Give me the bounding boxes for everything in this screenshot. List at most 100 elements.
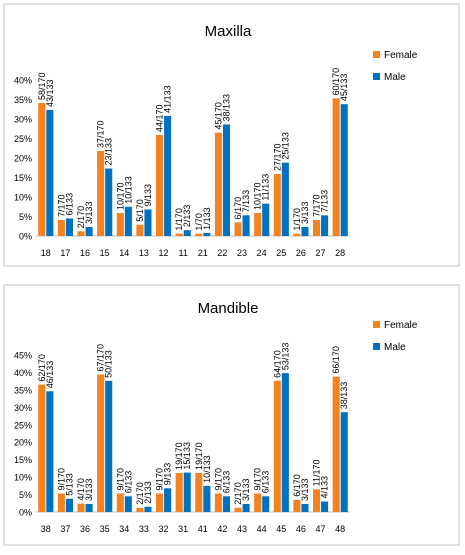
- maxilla-bar-male: [301, 227, 309, 236]
- mandible-data-label-female: 11/170: [312, 459, 322, 486]
- mandible-bar-male: [144, 506, 152, 512]
- mandible-bar-male: [183, 472, 191, 512]
- mandible-legend-swatch-male: [373, 343, 380, 350]
- mandible-ytick-label: 45%: [14, 351, 32, 361]
- maxilla-category-label: 22: [217, 248, 227, 258]
- mandible-data-label-female: 4/170: [76, 478, 86, 501]
- maxilla-category-label: 27: [316, 248, 326, 258]
- maxilla-data-label-male: 7/133: [241, 190, 251, 213]
- mandible-bar-male: [46, 391, 54, 512]
- maxilla-bar-female: [254, 212, 262, 236]
- maxilla-data-label-male: 45/133: [339, 74, 349, 102]
- maxilla-ytick-label: 15%: [14, 173, 32, 183]
- mandible-data-label-female: 9/170: [213, 468, 223, 491]
- mandible-category-label: 47: [316, 524, 326, 534]
- mandible-bar-male: [321, 501, 329, 512]
- maxilla-data-label-female: 45/170: [213, 102, 223, 130]
- mandible-category-label: 33: [139, 524, 149, 534]
- mandible-category-label: 44: [257, 524, 267, 534]
- mandible-bar-male: [203, 485, 211, 512]
- maxilla-legend-label-male: Male: [384, 72, 406, 83]
- maxilla-data-label-male: 38/133: [221, 94, 231, 122]
- mandible-plot-area: 0% 5% 10% 15% 20% 25% 30% 35% 40% 45% 38 62/17046/1…: [14, 320, 418, 534]
- maxilla-ytick-label: 25%: [14, 134, 32, 144]
- maxilla-bar-male: [262, 203, 270, 236]
- maxilla-legend-swatch-male: [373, 73, 380, 80]
- maxilla-bar-female: [293, 233, 301, 236]
- mandible-bar-male: [301, 503, 309, 512]
- maxilla-category-label: 15: [100, 248, 110, 258]
- mandible-ytick-label: 10%: [14, 473, 32, 483]
- mandible-data-label-female: 6/170: [292, 474, 302, 497]
- maxilla-data-label-female: 1/170: [292, 208, 302, 231]
- mandible-data-label-male: 3/133: [84, 478, 94, 501]
- maxilla-bar-female: [97, 150, 105, 236]
- maxilla-bar-male: [183, 230, 191, 236]
- maxilla-chart-title: Maxilla: [205, 23, 252, 40]
- mandible-bar-female: [136, 507, 144, 512]
- maxilla-data-label-female: 5/170: [135, 199, 145, 222]
- maxilla-data-label-male: 3/133: [84, 201, 94, 224]
- maxilla-bar-male: [222, 124, 231, 236]
- maxilla-data-label-female: 1/170: [174, 208, 184, 231]
- maxilla-category-label: 13: [139, 248, 149, 258]
- maxilla-bar-male: [144, 209, 152, 236]
- mandible-ytick-label: 30%: [14, 403, 32, 413]
- mandible-bar-female: [234, 507, 242, 512]
- mandible-data-label-male: 5/133: [64, 473, 74, 496]
- mandible-data-label-male: 6/133: [123, 471, 133, 494]
- mandible-category-label: 32: [159, 524, 169, 534]
- mandible-ytick-label: 40%: [14, 368, 32, 378]
- maxilla-data-label-female: 37/170: [96, 120, 106, 148]
- maxilla-ytick-label: 10%: [14, 193, 32, 203]
- maxilla-bar-female: [195, 233, 203, 236]
- maxilla-data-label-female: 7/170: [56, 194, 66, 217]
- mandible-ytick-label: 0%: [19, 508, 32, 518]
- maxilla-data-label-female: 60/170: [331, 68, 341, 96]
- mandible-data-label-female: 9/170: [155, 468, 165, 491]
- maxilla-bar-female: [332, 98, 340, 236]
- mandible-data-label-female: 64/170: [272, 350, 282, 378]
- mandible-data-label-male: 9/133: [163, 463, 173, 486]
- mandible-data-label-female: 2/170: [135, 482, 145, 505]
- maxilla-category-label: 14: [119, 248, 129, 258]
- maxilla-legend-label-female: Female: [384, 50, 418, 61]
- maxilla-data-label-female: 58/170: [37, 72, 47, 100]
- maxilla-bar-female: [175, 233, 183, 236]
- mandible-ytick-label: 5%: [19, 490, 32, 500]
- mandible-bar-male: [242, 503, 250, 512]
- mandible-chart-title: Mandible: [198, 300, 259, 317]
- maxilla-ytick-label: 35%: [14, 95, 32, 105]
- mandible-bar-male: [340, 412, 348, 512]
- mandible-bar-female: [273, 380, 281, 512]
- maxilla-bar-male: [85, 227, 93, 236]
- maxilla-data-label-female: 2/170: [76, 206, 86, 229]
- maxilla-data-label-male: 10/133: [123, 176, 133, 204]
- mandible-data-label-male: 50/133: [104, 350, 114, 378]
- maxilla-bar-female: [214, 132, 222, 236]
- mandible-category-label: 48: [335, 524, 345, 534]
- maxilla-data-label-male: 11/133: [261, 174, 271, 201]
- maxilla-bar-male: [164, 115, 172, 236]
- maxilla-bar-male: [46, 110, 54, 236]
- mandible-bar-female: [77, 503, 85, 512]
- mandible-bar-female: [175, 472, 183, 512]
- maxilla-category-label: 12: [159, 248, 169, 258]
- mandible-bar-female: [312, 489, 321, 512]
- mandible-bar-female: [293, 499, 301, 512]
- mandible-legend-label-male: Male: [384, 342, 406, 353]
- maxilla-category-label: 24: [257, 248, 267, 258]
- mandible-data-label-female: 62/170: [37, 354, 47, 382]
- mandible-data-label-male: 6/133: [261, 471, 271, 494]
- mandible-legend-swatch-female: [373, 321, 380, 328]
- mandible-data-label-male: 6/133: [221, 471, 231, 494]
- maxilla-ytick-label: 20%: [14, 154, 32, 164]
- mandible-legend-label-female: Female: [384, 320, 418, 331]
- mandible-category-label: 45: [276, 524, 286, 534]
- mandible-bar-female: [116, 493, 124, 512]
- mandible-bar-female: [214, 493, 222, 512]
- mandible-bar-male: [281, 373, 289, 512]
- maxilla-category-label: 18: [41, 248, 51, 258]
